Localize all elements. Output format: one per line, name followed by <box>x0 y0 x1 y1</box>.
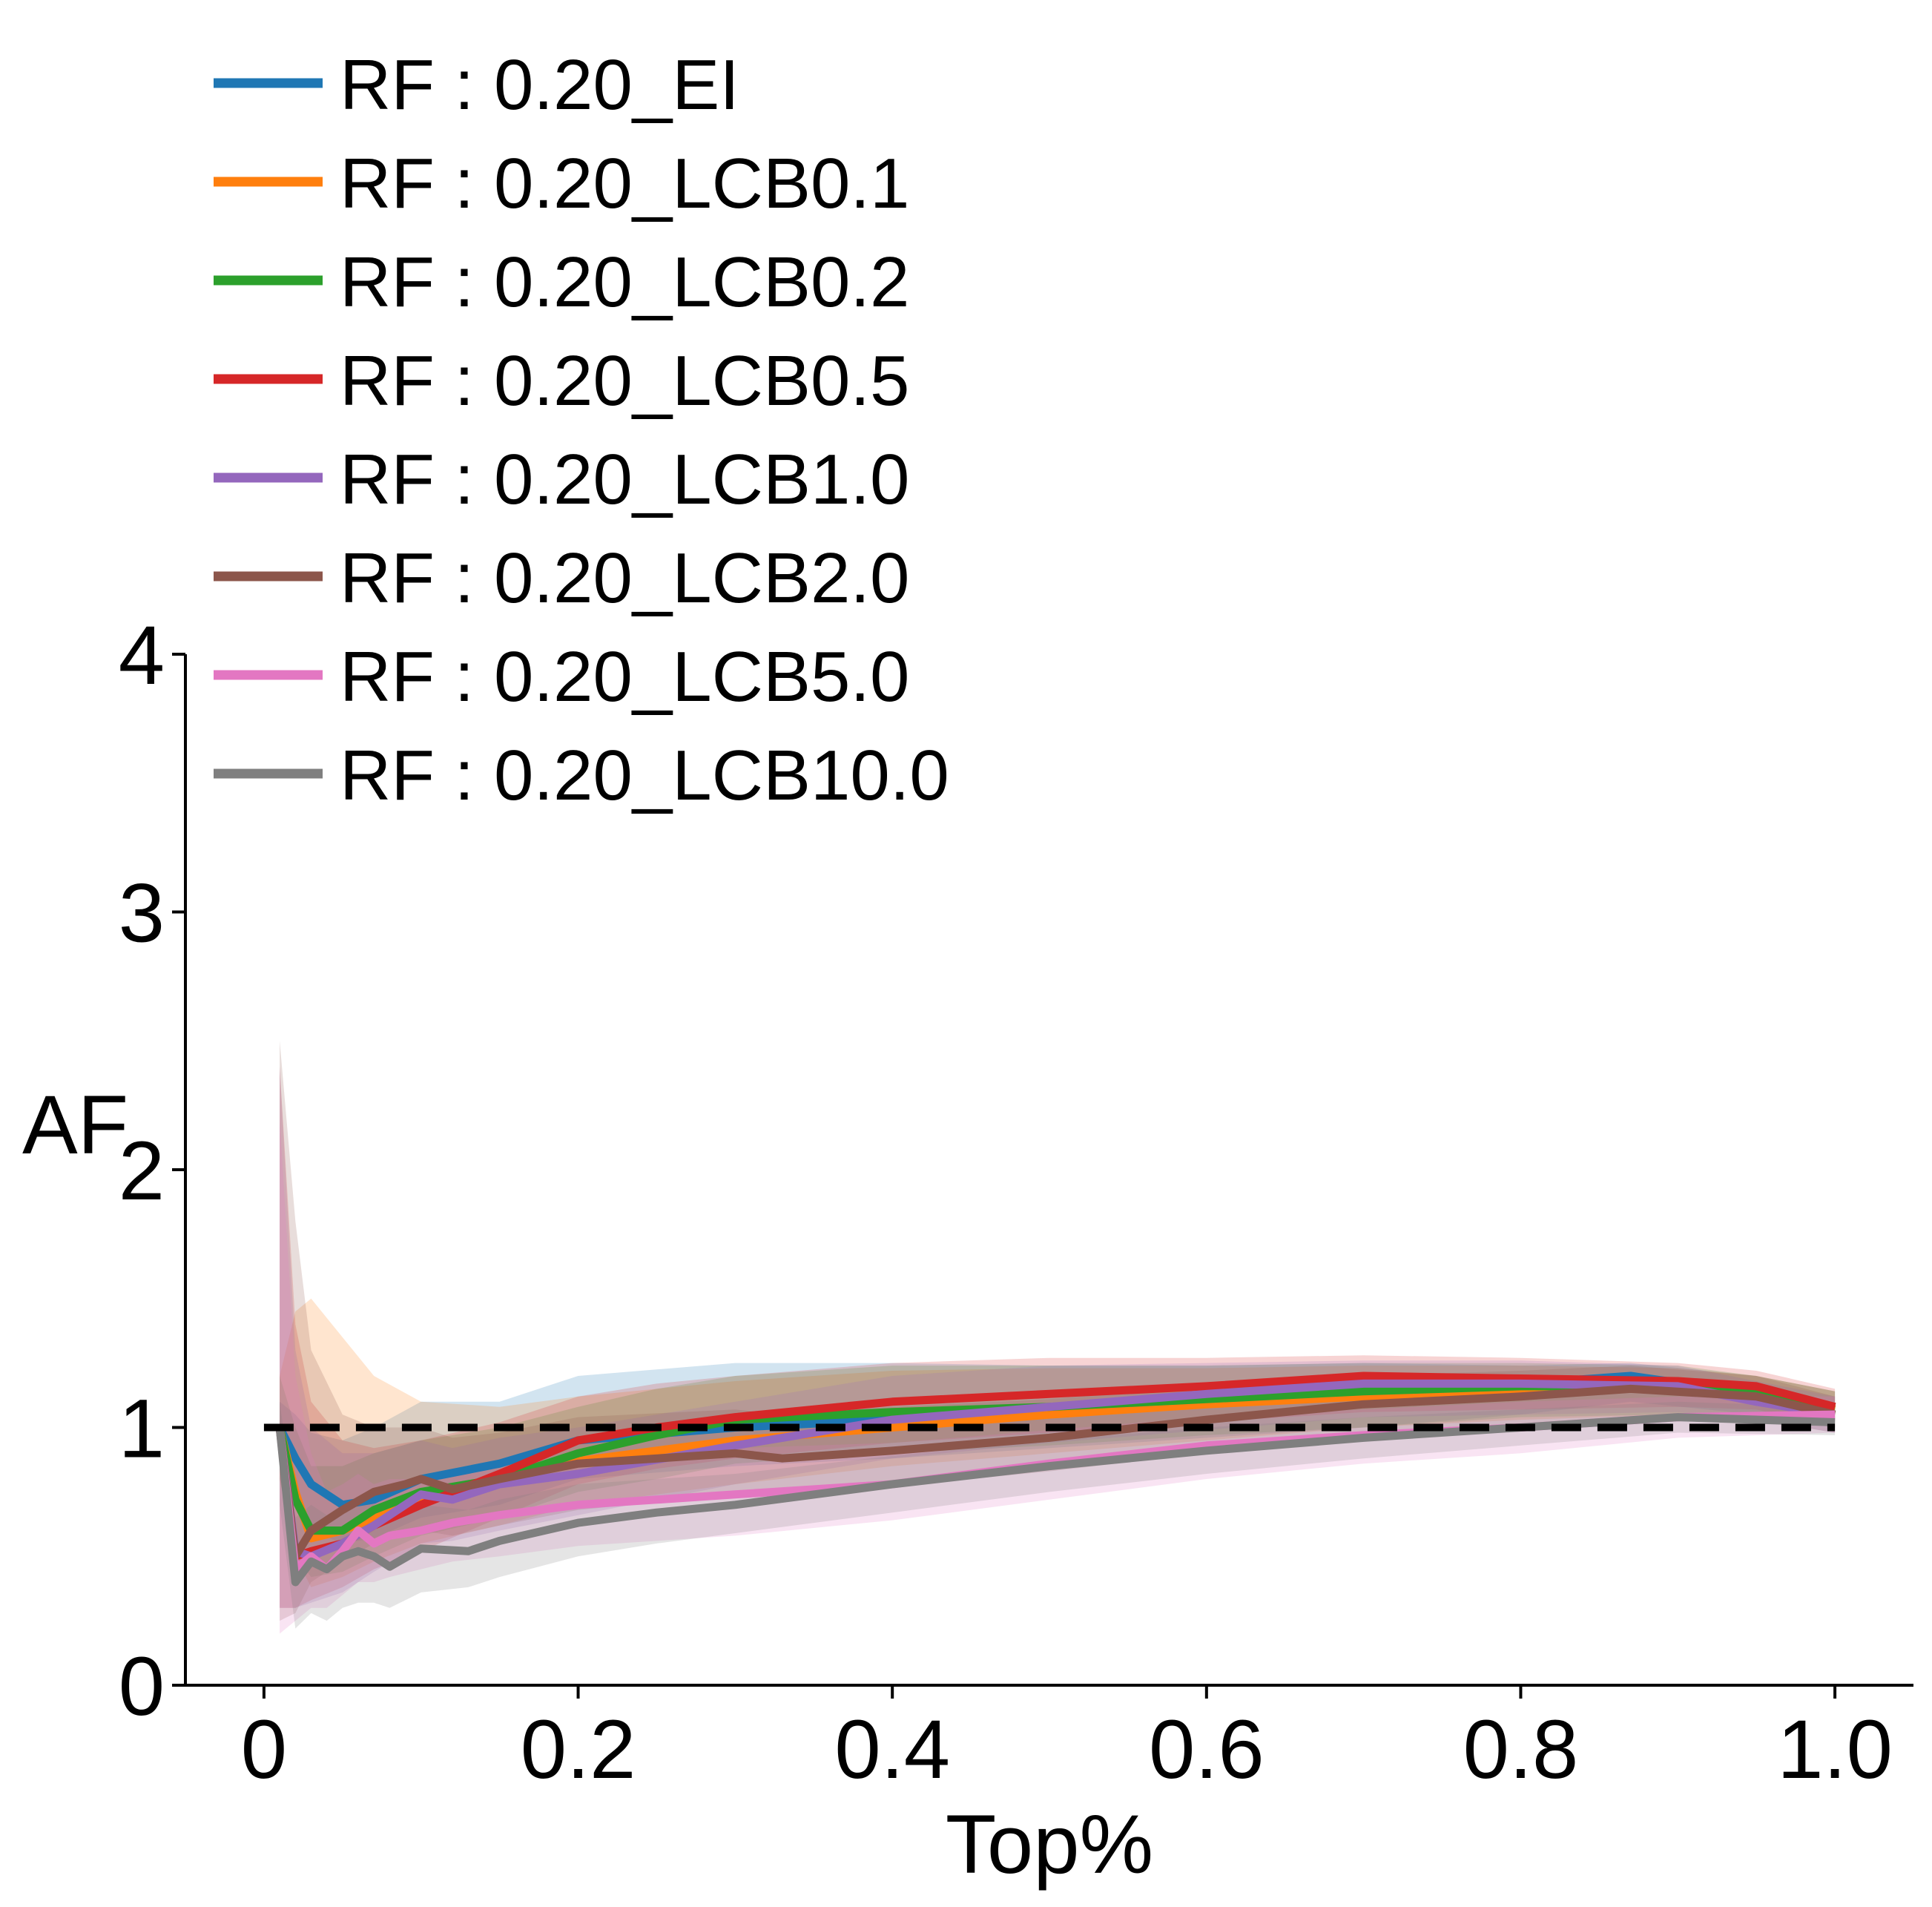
confidence-band-2 <box>280 1363 1836 1578</box>
y-tick-label: 4 <box>119 609 165 702</box>
confidence-bands <box>280 1041 1836 1634</box>
legend-label-4: RF : 0.20_LCB1.0 <box>340 440 909 519</box>
x-tick-label: 0.2 <box>521 1703 636 1796</box>
y-tick-label: 1 <box>119 1383 165 1475</box>
x-axis-title: Top% <box>946 1798 1153 1891</box>
y-ticks: 0 1 2 3 4 <box>119 609 185 1733</box>
series-line-5 <box>275 1384 1836 1561</box>
confidence-band-7 <box>280 1401 1836 1629</box>
confidence-band-0 <box>280 1363 1836 1544</box>
confidence-band-4 <box>280 1067 1836 1608</box>
confidence-band-1 <box>280 1298 1836 1587</box>
y-axis-title: AF <box>22 1078 128 1171</box>
legend-label-5: RF : 0.20_LCB2.0 <box>340 538 909 618</box>
y-tick-label: 0 <box>119 1640 165 1733</box>
legend-label-2: RF : 0.20_LCB0.2 <box>340 243 909 322</box>
x-tick-label: 0 <box>241 1703 287 1796</box>
x-tick-label: 1.0 <box>1777 1703 1893 1796</box>
legend-label-7: RF : 0.20_LCB10.0 <box>340 736 949 815</box>
legend-label-0: RF : 0.20_EI <box>340 45 739 125</box>
confidence-band-5 <box>280 1041 1836 1621</box>
x-tick-label: 0.8 <box>1463 1703 1579 1796</box>
y-tick-label: 2 <box>119 1124 165 1217</box>
x-tick-label: 0.6 <box>1149 1703 1265 1796</box>
series-line-7 <box>275 1413 1836 1587</box>
legend-label-6: RF : 0.20_LCB5.0 <box>340 637 909 717</box>
legend-label-3: RF : 0.20_LCB0.5 <box>340 341 909 421</box>
x-ticks: 0 0.2 0.4 0.6 0.8 1.0 <box>241 1685 1893 1796</box>
y-tick-label: 3 <box>119 867 165 960</box>
legend-label-1: RF : 0.20_LCB0.1 <box>340 144 909 223</box>
legend: RF : 0.20_EI RF : 0.20_LCB0.1 RF : 0.20_LC… <box>214 45 949 815</box>
x-tick-label: 0.4 <box>834 1703 950 1796</box>
confidence-band-6 <box>280 1118 1836 1634</box>
